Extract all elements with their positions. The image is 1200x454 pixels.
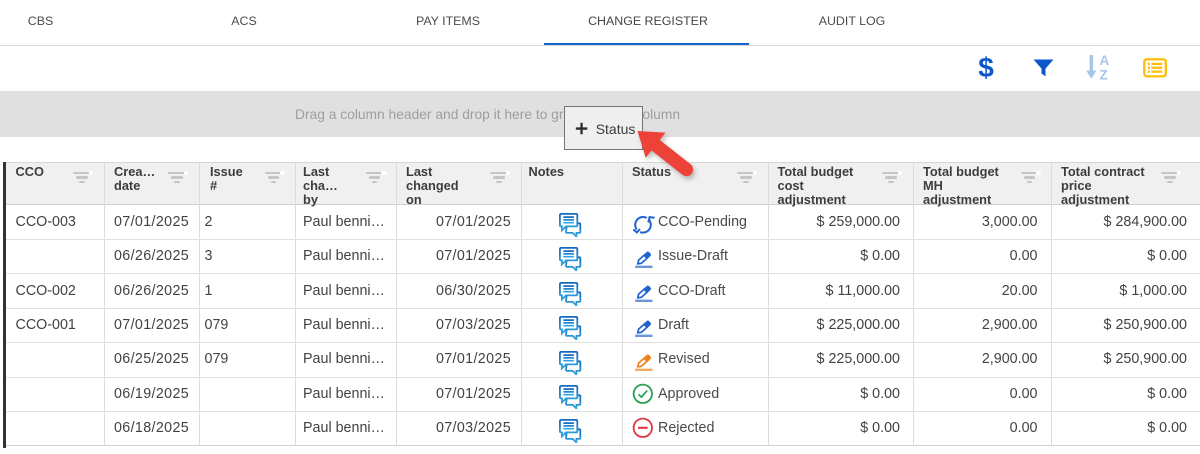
svg-text:A: A (1100, 54, 1110, 68)
svg-text:Z: Z (1100, 68, 1108, 81)
